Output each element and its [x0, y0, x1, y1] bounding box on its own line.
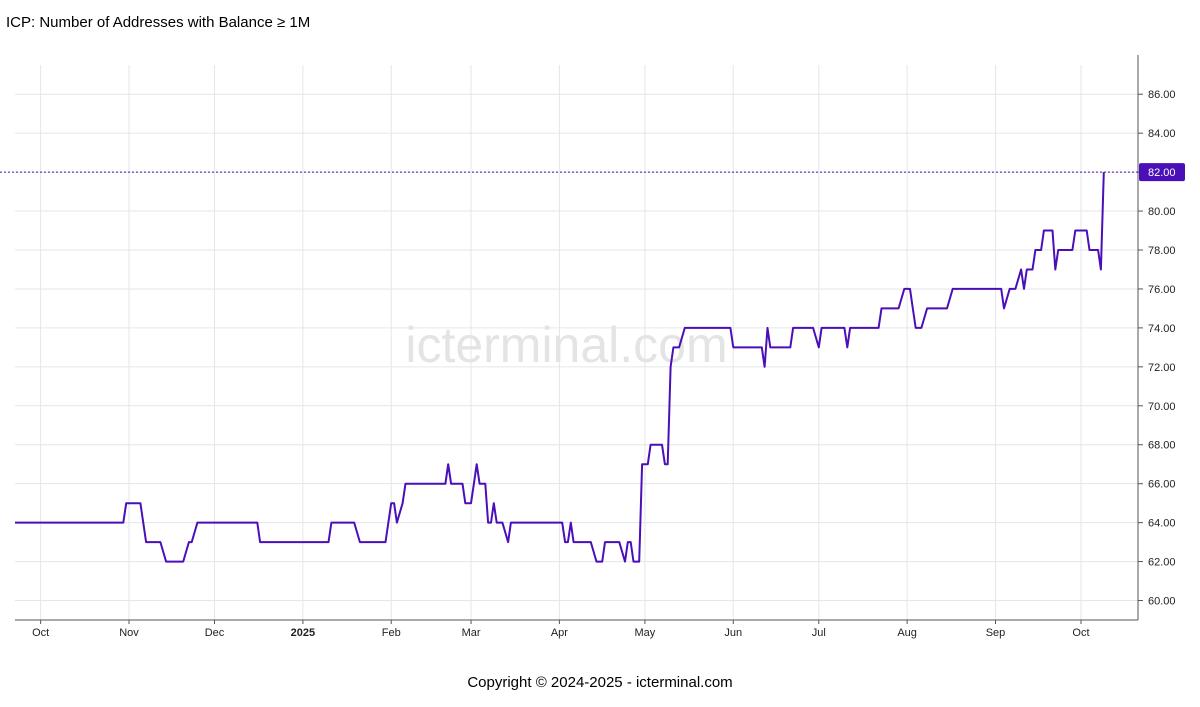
x-tick-label: Feb — [382, 627, 401, 639]
y-tick-label: 74.00 — [1148, 323, 1176, 335]
y-tick-label: 76.00 — [1148, 284, 1176, 296]
last-value-label: 82.00 — [1148, 167, 1176, 179]
x-tick-label: Nov — [119, 627, 139, 639]
x-tick-label: 2025 — [291, 627, 315, 639]
y-tick-label: 78.00 — [1148, 245, 1176, 257]
series-line — [15, 172, 1105, 563]
watermark-text: icterminal.com — [405, 317, 727, 373]
y-tick-label: 62.00 — [1148, 557, 1176, 569]
x-tick-label: Jul — [812, 627, 826, 639]
x-tick-label: Oct — [32, 627, 49, 639]
x-tick-label: Dec — [205, 627, 225, 639]
x-tick-label: Aug — [897, 627, 917, 639]
y-tick-label: 64.00 — [1148, 518, 1176, 530]
y-tick-label: 72.00 — [1148, 362, 1176, 374]
y-tick-label: 68.00 — [1148, 440, 1176, 452]
chart-title: ICP: Number of Addresses with Balance ≥ … — [6, 14, 311, 31]
y-tick-label: 80.00 — [1148, 206, 1176, 218]
y-tick-label: 60.00 — [1148, 596, 1176, 608]
copyright-footer: Copyright © 2024-2025 - icterminal.com — [467, 674, 733, 691]
y-tick-label: 66.00 — [1148, 479, 1176, 491]
y-tick-label: 70.00 — [1148, 401, 1176, 413]
last-value-badge: 82.00 — [1139, 163, 1185, 182]
x-tick-label: Sep — [986, 627, 1006, 639]
x-tick-label: Jun — [724, 627, 742, 639]
x-tick-label: Oct — [1072, 627, 1089, 639]
x-tick-label: Apr — [551, 627, 568, 639]
x-tick-label: May — [635, 627, 656, 639]
x-axis-ticks: Oct Nov Dec 2025 Feb Mar Apr May Jun Jul Aug Sep Oct — [32, 620, 1090, 639]
y-tick-label: 86.00 — [1148, 89, 1176, 101]
y-tick-label: 84.00 — [1148, 128, 1176, 140]
last-value-badge-background — [1139, 163, 1185, 182]
x-tick-label: Mar — [462, 627, 481, 639]
grid — [15, 65, 1138, 620]
